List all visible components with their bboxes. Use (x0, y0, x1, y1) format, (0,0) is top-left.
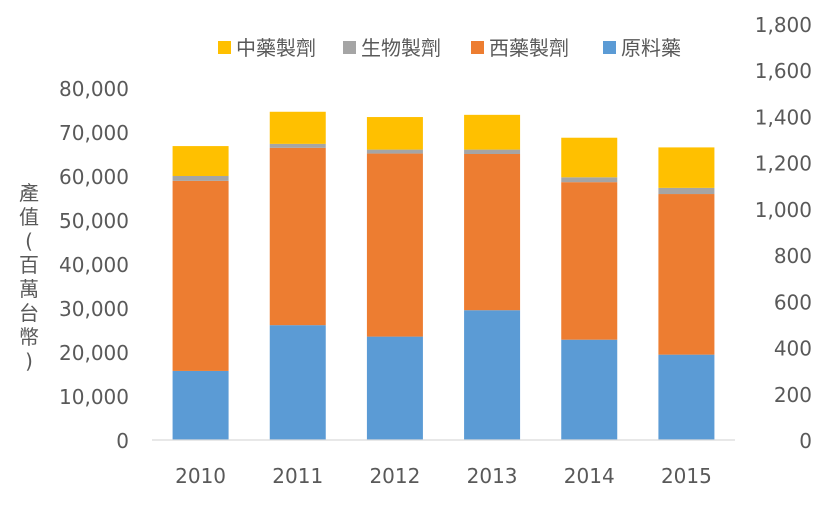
y-tick-label: 0 (116, 429, 129, 453)
bar-segment (561, 137, 618, 178)
bar-segment (464, 149, 521, 154)
bar-segment (269, 111, 326, 144)
bar-segment (269, 143, 326, 148)
bar-segment (464, 114, 521, 150)
legend-swatch (343, 41, 356, 54)
y-axis-label-char: 萬 (19, 277, 39, 301)
bar-segment (366, 117, 423, 150)
legend-label: 原料藥 (621, 36, 681, 60)
x-axis-ticks: 2010 2011 2012 2013 2014 2015 (175, 464, 712, 488)
bar-segment (172, 180, 229, 371)
bar-segment (561, 177, 618, 183)
x-tick-label: 2013 (467, 464, 518, 488)
y-tick-label: 20,000 (59, 341, 129, 365)
secondary-y-axis-ticks: 0 200 400 600 800 1,000 1,200 1,400 1,600 1,800 (755, 13, 812, 453)
x-tick-label: 2011 (272, 464, 323, 488)
legend-swatch (471, 41, 484, 54)
bar-segment (561, 182, 618, 340)
legend-label: 西藥製劑 (489, 36, 569, 60)
y-axis-label-char: 產 (19, 181, 39, 205)
bar-segment (172, 176, 229, 181)
legend-swatch (603, 41, 616, 54)
y2-tick-label: 1,400 (755, 105, 812, 129)
y2-tick-label: 1,200 (755, 152, 812, 176)
y2-tick-label: 0 (799, 429, 812, 453)
bar-segment (269, 325, 326, 440)
x-tick-label: 2015 (661, 464, 712, 488)
bar-segment (366, 336, 423, 440)
bar-segment (658, 147, 715, 188)
y2-tick-label: 600 (774, 290, 812, 314)
y-tick-label: 60,000 (59, 165, 129, 189)
y-axis-label-char: ( (25, 229, 33, 253)
bar-segment (366, 153, 423, 337)
y-axis-label-char: 幣 (19, 325, 39, 349)
y-tick-label: 40,000 (59, 253, 129, 277)
bar-segment (172, 370, 229, 440)
legend: 中藥製劑 生物製劑 西藥製劑 原料藥 (218, 36, 681, 60)
bar-segment (658, 194, 715, 355)
legend-swatch (218, 41, 231, 54)
y-tick-label: 50,000 (59, 209, 129, 233)
y-tick-label: 80,000 (59, 77, 129, 101)
bar-segment (561, 339, 618, 440)
y-tick-label: 30,000 (59, 297, 129, 321)
x-tick-label: 2012 (369, 464, 420, 488)
bar-segment (269, 147, 326, 326)
y2-tick-label: 400 (774, 337, 812, 361)
bar-segment (172, 146, 229, 176)
y-tick-label: 10,000 (59, 385, 129, 409)
y-axis-label-char: 台 (19, 301, 39, 325)
y2-tick-label: 800 (774, 244, 812, 268)
y-axis-label-char: 值 (19, 205, 39, 229)
bar-segment (366, 149, 423, 154)
bar-segment (658, 187, 715, 195)
legend-label: 中藥製劑 (236, 36, 316, 60)
bar-segment (658, 354, 715, 440)
y-axis-label-char: ) (25, 349, 33, 373)
x-tick-label: 2010 (175, 464, 226, 488)
bar-segment (464, 154, 521, 311)
y2-tick-label: 1,600 (755, 59, 812, 83)
y-tick-label: 70,000 (59, 121, 129, 145)
y2-tick-label: 1,000 (755, 198, 812, 222)
y2-tick-label: 200 (774, 383, 812, 407)
bar-segment (464, 310, 521, 440)
y2-tick-label: 1,800 (755, 13, 812, 37)
y-axis-label-char: 百 (19, 253, 39, 277)
bars (172, 111, 715, 440)
x-tick-label: 2014 (564, 464, 615, 488)
legend-label: 生物製劑 (361, 36, 441, 60)
y-axis-ticks: 0 10,000 20,000 30,000 40,000 50,000 60,000 70,… (59, 77, 129, 453)
